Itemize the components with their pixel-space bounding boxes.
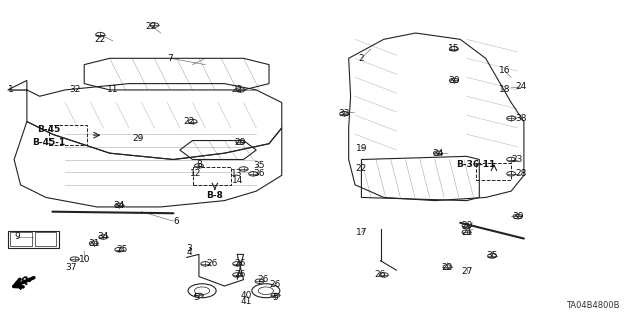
Text: 7: 7 bbox=[168, 54, 173, 63]
Text: 22: 22 bbox=[356, 165, 367, 174]
Text: 28: 28 bbox=[515, 169, 527, 178]
Text: 34: 34 bbox=[432, 149, 444, 158]
Text: 15: 15 bbox=[448, 44, 460, 53]
Text: 29: 29 bbox=[235, 137, 246, 147]
Text: FR.: FR. bbox=[15, 271, 36, 292]
Text: 26: 26 bbox=[375, 271, 386, 279]
Text: 35: 35 bbox=[253, 161, 265, 170]
Text: 12: 12 bbox=[190, 169, 202, 178]
Text: 3: 3 bbox=[186, 243, 192, 253]
Text: 26: 26 bbox=[235, 271, 246, 279]
Text: 33: 33 bbox=[339, 109, 350, 118]
Text: 39: 39 bbox=[512, 212, 524, 221]
Text: 27: 27 bbox=[461, 267, 472, 276]
Text: 17: 17 bbox=[356, 228, 367, 237]
Text: 10: 10 bbox=[79, 255, 90, 263]
Text: 5: 5 bbox=[193, 293, 198, 301]
Text: 23: 23 bbox=[512, 155, 524, 164]
Text: 32: 32 bbox=[69, 85, 81, 94]
Text: 35: 35 bbox=[486, 251, 498, 260]
Text: 31: 31 bbox=[88, 239, 100, 248]
Text: 26: 26 bbox=[206, 259, 218, 268]
Text: 26: 26 bbox=[257, 275, 268, 284]
Text: 19: 19 bbox=[356, 144, 367, 153]
Text: B-8: B-8 bbox=[207, 191, 223, 200]
Text: 26: 26 bbox=[235, 259, 246, 268]
Text: 9: 9 bbox=[15, 233, 20, 241]
Text: 22: 22 bbox=[232, 85, 243, 94]
Text: 25: 25 bbox=[116, 245, 128, 254]
Text: 29: 29 bbox=[132, 134, 144, 144]
Text: 6: 6 bbox=[173, 217, 179, 226]
Text: 1: 1 bbox=[8, 85, 14, 94]
Text: 11: 11 bbox=[107, 85, 118, 94]
Text: 34: 34 bbox=[98, 233, 109, 241]
Text: 36: 36 bbox=[253, 169, 265, 178]
Text: 20: 20 bbox=[461, 221, 472, 230]
Text: B-45: B-45 bbox=[38, 125, 61, 134]
Text: 41: 41 bbox=[241, 297, 252, 306]
Text: TA04B4800B: TA04B4800B bbox=[566, 301, 620, 310]
Text: 26: 26 bbox=[269, 280, 281, 289]
Text: 34: 34 bbox=[113, 201, 125, 210]
Text: 18: 18 bbox=[499, 85, 511, 94]
Text: 30: 30 bbox=[448, 76, 460, 85]
Text: 40: 40 bbox=[241, 291, 252, 300]
Text: 4: 4 bbox=[186, 248, 192, 257]
Text: 22: 22 bbox=[442, 263, 453, 271]
Text: B-36-11: B-36-11 bbox=[456, 160, 496, 169]
Text: 5: 5 bbox=[273, 293, 278, 301]
Text: 38: 38 bbox=[515, 114, 527, 123]
Text: 22: 22 bbox=[184, 117, 195, 126]
Text: 37: 37 bbox=[66, 263, 77, 271]
Text: 22: 22 bbox=[145, 22, 157, 31]
Text: B-45-1: B-45-1 bbox=[33, 137, 66, 147]
Text: 16: 16 bbox=[499, 66, 511, 76]
Text: 13: 13 bbox=[232, 169, 243, 178]
Text: 8: 8 bbox=[196, 160, 202, 169]
Text: 2: 2 bbox=[358, 54, 364, 63]
Text: 14: 14 bbox=[232, 175, 243, 185]
Text: 21: 21 bbox=[461, 228, 472, 237]
Text: 22: 22 bbox=[95, 35, 106, 44]
Text: 24: 24 bbox=[515, 82, 526, 91]
